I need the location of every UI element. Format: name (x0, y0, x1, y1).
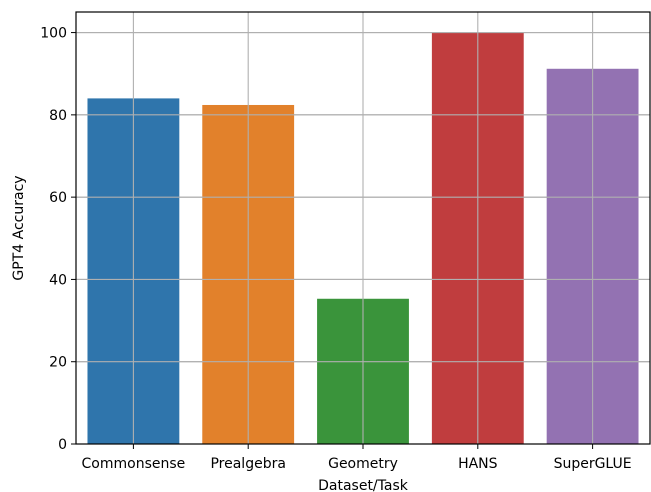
y-tick-label: 60 (49, 190, 67, 206)
y-tick-label: 20 (49, 355, 67, 371)
x-axis-label: Dataset/Task (318, 478, 409, 492)
y-axis-label: GPT4 Accuracy (11, 175, 27, 280)
x-tick-label: Commonsense (82, 456, 186, 472)
x-tick-label: Prealgebra (210, 456, 285, 472)
y-tick-label: 100 (40, 26, 67, 42)
x-tick-label: SuperGLUE (554, 456, 632, 472)
y-axis-ticks: 0 20 40 60 80 100 (40, 26, 76, 453)
y-tick-label: 0 (58, 437, 67, 453)
x-axis-ticks: Commonsense Prealgebra Geometry HANS SuperGL… (82, 444, 632, 472)
y-tick-label: 40 (49, 272, 67, 288)
x-tick-label: HANS (458, 456, 498, 472)
y-tick-label: 80 (49, 108, 67, 124)
x-tick-label: Geometry (328, 456, 398, 472)
